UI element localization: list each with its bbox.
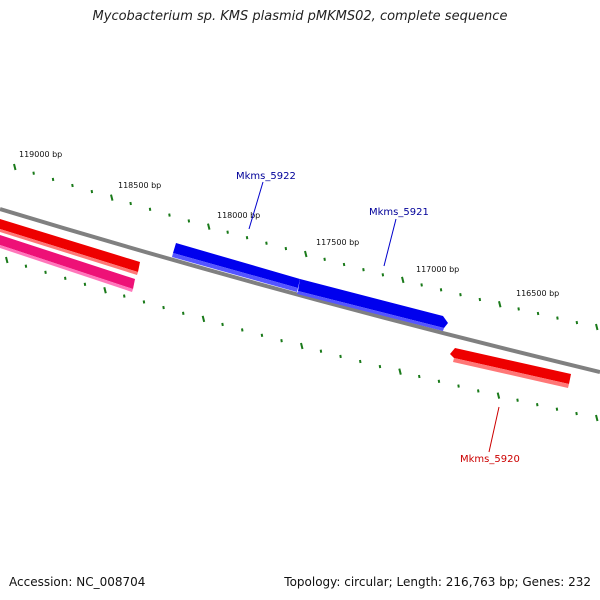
outer-tick: [207, 223, 211, 230]
outer-tick: [110, 194, 114, 201]
inner-tick: [575, 411, 578, 416]
outer-tick: [13, 163, 17, 171]
outer-tick: [32, 171, 35, 175]
inner-tick-ring: [5, 256, 599, 422]
inner-tick: [516, 398, 519, 402]
outer-tick: [401, 276, 405, 284]
inner-tick: [339, 354, 342, 359]
position-label-117000: 117000 bp: [416, 265, 459, 274]
outer-tick: [362, 268, 365, 272]
gene-partial-pink-left[interactable]: [0, 235, 135, 292]
accession-text: Accession: NC_008704: [9, 575, 146, 589]
inner-tick: [555, 407, 559, 411]
gene-partial-red-left[interactable]: [0, 219, 140, 275]
inner-tick: [44, 270, 47, 274]
inner-tick: [24, 264, 28, 268]
outer-tick: [556, 316, 559, 320]
inner-tick: [418, 374, 421, 379]
outer-tick: [342, 262, 346, 267]
inner-tick: [221, 322, 224, 327]
outer-tick: [420, 283, 423, 287]
outer-tick: [226, 230, 229, 234]
inner-tick: [398, 368, 402, 375]
plasmid-backbone: [0, 207, 600, 374]
inner-tick: [477, 389, 480, 393]
inner-tick: [595, 414, 599, 422]
outer-tick: [71, 183, 74, 188]
inner-tick: [319, 349, 323, 353]
position-label-119000: 119000 bp: [19, 150, 62, 159]
leader-line-mkms-5921: [383, 218, 397, 267]
outer-tick: [498, 300, 502, 308]
outer-tick: [168, 213, 171, 217]
inner-tick: [378, 364, 382, 369]
outer-tick: [245, 236, 249, 240]
inner-tick: [280, 339, 283, 343]
position-label-117500: 117500 bp: [316, 238, 359, 247]
outer-tick: [129, 201, 132, 206]
inner-tick: [83, 282, 87, 286]
inner-tick: [162, 305, 165, 310]
inner-tick: [457, 384, 460, 388]
outer-tick: [536, 311, 540, 316]
inner-tick: [64, 276, 67, 280]
map-title: Mycobacterium sp. KMS plasmid pMKMS02, c…: [92, 9, 508, 24]
outer-tick: [148, 207, 152, 211]
gene-mkms-5920[interactable]: [450, 348, 571, 388]
summary-text: Topology: circular; Length: 216,763 bp; …: [284, 575, 591, 589]
outer-tick: [381, 273, 385, 277]
outer-tick: [187, 219, 191, 223]
outer-tick: [284, 246, 288, 251]
outer-tick: [51, 177, 55, 182]
inner-tick: [359, 359, 362, 364]
gene-label-mkms-5922[interactable]: Mkms_5922: [236, 171, 296, 182]
inner-tick: [5, 256, 9, 264]
inner-tick: [182, 311, 185, 315]
outer-tick: [459, 293, 462, 297]
inner-tick: [437, 379, 441, 383]
outer-tick: [323, 257, 326, 261]
outer-tick-ring: [13, 163, 599, 331]
outer-tick: [575, 320, 579, 325]
inner-tick: [300, 342, 304, 350]
position-label-116500: 116500 bp: [516, 289, 559, 298]
inner-tick: [103, 286, 107, 294]
inner-tick: [241, 328, 244, 332]
leader-line-mkms-5922: [248, 181, 264, 230]
inner-tick: [123, 294, 126, 298]
outer-tick: [265, 241, 268, 245]
inner-tick: [496, 392, 501, 399]
outer-tick: [517, 307, 520, 311]
gene-mkms-5922[interactable]: [172, 243, 300, 292]
gene-label-mkms-5920[interactable]: Mkms_5920: [460, 454, 520, 465]
gene-label-mkms-5921[interactable]: Mkms_5921: [369, 207, 429, 218]
outer-tick: [90, 189, 94, 194]
gene-mkms-5921[interactable]: [297, 279, 448, 331]
outer-tick: [304, 250, 308, 258]
position-label-118500: 118500 bp: [118, 181, 161, 190]
outer-tick: [595, 323, 599, 331]
inner-tick: [201, 315, 206, 323]
outer-tick: [478, 297, 482, 302]
leader-line-mkms-5920: [488, 406, 500, 453]
inner-tick: [536, 403, 539, 407]
position-label-118000: 118000 bp: [217, 211, 260, 220]
outer-tick: [439, 288, 443, 292]
inner-tick: [142, 300, 146, 304]
inner-tick: [260, 333, 264, 337]
